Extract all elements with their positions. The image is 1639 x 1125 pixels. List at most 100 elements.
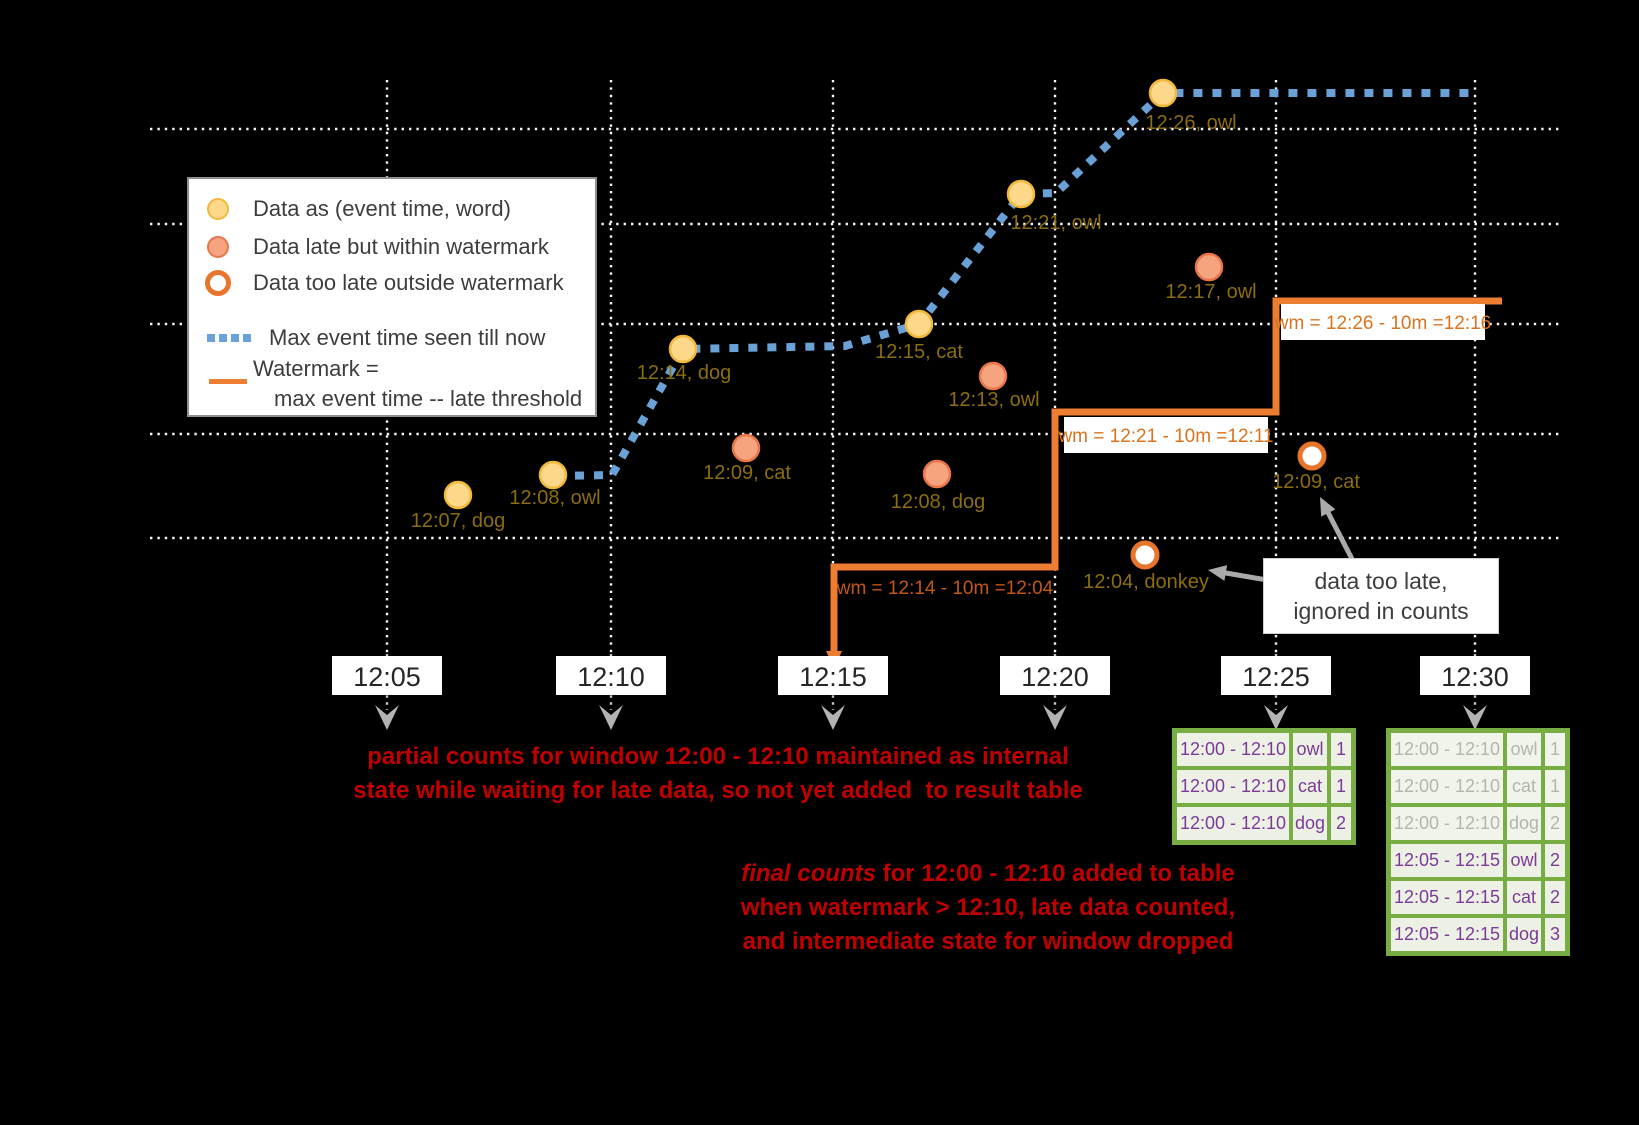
tick-label: 12:30 bbox=[1441, 662, 1509, 692]
legend-item-too-late: Data too late outside watermark bbox=[205, 270, 564, 296]
late-dot-icon bbox=[207, 236, 229, 258]
table-cell: owl bbox=[1293, 733, 1327, 766]
data-point-label: 12:15, cat bbox=[875, 341, 963, 363]
tick-arrowhead-icon bbox=[821, 705, 845, 730]
legend-label: Data as (event time, word) bbox=[253, 196, 511, 221]
table-cell: cat bbox=[1293, 770, 1327, 803]
callout-arrowhead-icon bbox=[1208, 565, 1228, 581]
table-cell: 12:00 - 12:10 bbox=[1177, 807, 1289, 840]
table-cell: 12:05 - 12:15 bbox=[1391, 881, 1503, 914]
table-cell: 3 bbox=[1545, 918, 1565, 951]
legend-item-late: Data late but within watermark bbox=[207, 234, 549, 260]
tick-box bbox=[1000, 656, 1110, 695]
table-cell: dog bbox=[1507, 807, 1541, 840]
tick-arrowhead-icon bbox=[1264, 705, 1288, 730]
data-point-on-time bbox=[1006, 179, 1036, 209]
callout-arrow-line bbox=[1323, 506, 1355, 561]
data-point-on-time bbox=[1148, 78, 1178, 108]
tick-arrowhead-icon bbox=[375, 705, 399, 730]
legend-label: max event time -- late threshold bbox=[274, 386, 583, 411]
partial-counts-note: partial counts for window 12:00 - 12:10 … bbox=[318, 740, 1118, 808]
legend-label: Data too late outside watermark bbox=[253, 270, 564, 295]
tick-box bbox=[778, 656, 888, 695]
table-cell: 12:05 - 12:15 bbox=[1391, 844, 1503, 877]
legend-item-watermark: Watermark = bbox=[253, 356, 379, 382]
table-cell: dog bbox=[1293, 807, 1327, 840]
wm-annotation-text: wm = 12:21 - 10m =12:11 bbox=[1057, 426, 1273, 447]
table-cell: 12:00 - 12:10 bbox=[1391, 733, 1503, 766]
table-row: 12:00 - 12:10 owl 1 bbox=[1177, 733, 1351, 766]
data-point-label: 12:21, owl bbox=[1010, 212, 1101, 234]
callout-arrowhead-icon bbox=[1320, 497, 1336, 517]
tick-box bbox=[1221, 656, 1331, 695]
table-cell: cat bbox=[1507, 770, 1541, 803]
table-cell: 2 bbox=[1545, 881, 1565, 914]
data-point-too-late bbox=[1130, 540, 1160, 570]
data-point-label: 12:07, dog bbox=[411, 510, 506, 532]
table-cell: 2 bbox=[1331, 807, 1351, 840]
data-point-late-within-watermark bbox=[731, 433, 761, 463]
data-point-on-time bbox=[443, 480, 473, 510]
tick-label: 12:15 bbox=[799, 662, 867, 692]
note-line: and intermediate state for window droppe… bbox=[742, 928, 1234, 955]
on-time-dot-icon bbox=[207, 198, 229, 220]
note-line: state while waiting for late data, so no… bbox=[353, 777, 1083, 804]
table-row: 12:00 - 12:10 dog 2 bbox=[1177, 807, 1351, 840]
data-point-label: 12:08, dog bbox=[891, 491, 986, 513]
note-line: final counts for 12:00 - 12:10 added to … bbox=[688, 857, 1288, 891]
tick-label: 12:25 bbox=[1242, 662, 1310, 692]
tick-label: 12:10 bbox=[577, 662, 645, 692]
legend-label: Data late but within watermark bbox=[253, 234, 549, 259]
data-point-label: 12:09, cat bbox=[1272, 471, 1360, 493]
table-row: 12:00 - 12:10 cat 1 bbox=[1177, 770, 1351, 803]
table-cell: 1 bbox=[1545, 770, 1565, 803]
legend: Data as (event time, word) Data late but… bbox=[187, 177, 597, 417]
tick-label: 12:20 bbox=[1021, 662, 1089, 692]
data-point-late-within-watermark bbox=[1194, 252, 1224, 282]
table-cell: dog bbox=[1507, 918, 1541, 951]
data-point-on-time bbox=[538, 460, 568, 490]
wm-annotation-box bbox=[1064, 417, 1268, 453]
table-cell: 12:00 - 12:10 bbox=[1391, 770, 1503, 803]
data-point-label: 12:04, donkey bbox=[1083, 571, 1209, 593]
table-cell: 1 bbox=[1331, 770, 1351, 803]
data-point-late-within-watermark bbox=[922, 459, 952, 489]
legend-item-on-time: Data as (event time, word) bbox=[207, 196, 511, 222]
legend-label: Watermark = bbox=[253, 356, 379, 381]
legend-label: Max event time seen till now bbox=[269, 325, 546, 350]
wm-annotation-text: wm = 12:14 - 10m =12:04 bbox=[836, 578, 1054, 599]
data-point-label: 12:13, owl bbox=[948, 389, 1039, 411]
table-cell: owl bbox=[1507, 733, 1541, 766]
too-late-callout: data too late, ignored in counts bbox=[1263, 558, 1499, 634]
result-table-12-25: 12:00 - 12:10 owl 1 12:00 - 12:10 cat 1 12:00 … bbox=[1172, 728, 1356, 845]
table-cell: cat bbox=[1507, 881, 1541, 914]
data-point-label: 12:08, owl bbox=[509, 487, 600, 509]
note-line-rest: for 12:00 - 12:10 added to table bbox=[875, 860, 1235, 887]
too-late-callout-line2: ignored in counts bbox=[1293, 598, 1469, 624]
tick-box bbox=[1420, 656, 1530, 695]
legend-item-max-event-time: Max event time seen till now bbox=[207, 325, 545, 351]
table-row: 12:00 - 12:10 dog 2 bbox=[1391, 807, 1565, 840]
final-counts-note: final counts for 12:00 - 12:10 added to … bbox=[688, 857, 1288, 959]
table-cell: 12:00 - 12:10 bbox=[1177, 733, 1289, 766]
result-table-12-30: 12:00 - 12:10 owl 1 12:00 - 12:10 cat 1 12:00 … bbox=[1386, 728, 1570, 956]
data-point-on-time bbox=[904, 309, 934, 339]
table-row: 12:05 - 12:15 owl 2 bbox=[1391, 844, 1565, 877]
data-point-label: 12:09, cat bbox=[703, 462, 791, 484]
tick-box bbox=[332, 656, 442, 695]
table-cell: 2 bbox=[1545, 844, 1565, 877]
tick-arrowhead-icon bbox=[1463, 705, 1487, 730]
too-late-circle-icon bbox=[205, 270, 231, 296]
blue-dashed-line-icon bbox=[207, 334, 251, 342]
note-line: when watermark > 12:10, late data counte… bbox=[740, 894, 1236, 921]
watermark-line bbox=[830, 297, 1502, 652]
orange-line-icon bbox=[209, 379, 247, 384]
table-cell: 1 bbox=[1331, 733, 1351, 766]
data-point-late-within-watermark bbox=[978, 361, 1008, 391]
data-point-label: 12:14, dog bbox=[637, 362, 732, 384]
table-row: 12:05 - 12:15 dog 3 bbox=[1391, 918, 1565, 951]
too-late-callout-line1: data too late, bbox=[1314, 568, 1448, 594]
wm-annotation-box bbox=[1281, 304, 1485, 340]
